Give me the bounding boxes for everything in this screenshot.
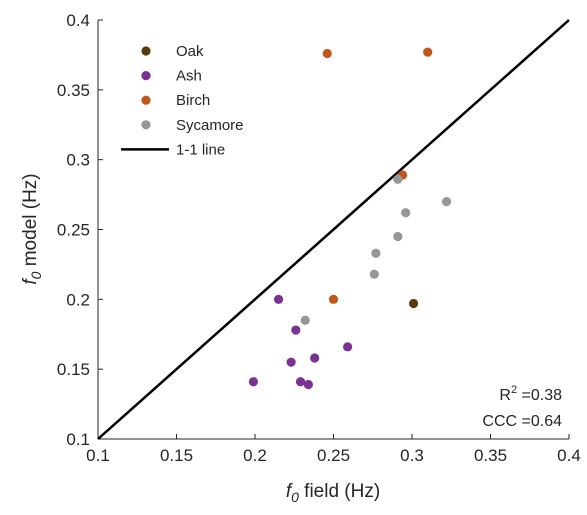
legend-marker-ash — [141, 71, 151, 81]
legend-label-oak: Oak — [176, 43, 204, 60]
x-tick-label: 0.15 — [160, 446, 193, 465]
point-ash — [303, 379, 313, 390]
r-squared-superscript: 2 — [511, 384, 517, 396]
x-axis-label-symbol: f — [286, 481, 293, 502]
point-ash — [291, 325, 301, 335]
x-tick-label: 0.25 — [317, 446, 350, 465]
r-squared-value: =0.38 — [517, 387, 562, 404]
legend-label-birch: Birch — [176, 92, 210, 109]
x-axis-label: f0 field (Hz) — [286, 481, 380, 505]
x-axis-label-subscript: 0 — [291, 489, 299, 505]
y-tick-label: 0.1 — [66, 430, 90, 449]
y-axis-label: f0 model (Hz) — [20, 173, 44, 284]
legend-marker-birch — [141, 95, 151, 105]
x-tick-label: 0.4 — [557, 446, 581, 465]
legend: Oak Ash Birch Sycamore 1-1 line — [121, 43, 244, 158]
point-ash — [273, 294, 284, 304]
reference-line-1-1 — [97, 19, 570, 440]
x-tick-label: 0.1 — [86, 446, 110, 465]
y-tick-label: 0.4 — [66, 11, 90, 30]
y-tick-label: 0.25 — [57, 221, 90, 240]
point-oak — [408, 298, 419, 309]
point-ash — [310, 353, 320, 363]
x-tick-label: 0.3 — [400, 446, 424, 465]
point-sycamore — [371, 248, 381, 258]
point-sycamore — [441, 196, 452, 207]
point-birch — [423, 47, 433, 57]
y-tick-label: 0.2 — [66, 290, 90, 309]
legend-label-sycamore: Sycamore — [176, 117, 244, 134]
y-ticks: 0.1 0.15 0.2 0.25 0.3 0.35 0.4 — [57, 11, 103, 449]
x-tick-label: 0.35 — [474, 446, 507, 465]
point-sycamore — [401, 208, 411, 218]
y-axis-label-symbol: f — [20, 278, 41, 285]
y-tick-label: 0.15 — [57, 360, 90, 379]
point-birch — [322, 48, 332, 59]
point-sycamore — [393, 174, 403, 184]
x-tick-label: 0.2 — [243, 446, 267, 465]
legend-label-ash: Ash — [176, 68, 202, 85]
point-ash — [295, 377, 306, 387]
y-tick-label: 0.3 — [66, 151, 90, 170]
point-sycamore — [300, 315, 310, 325]
reference-line-layer — [97, 19, 570, 440]
x-ticks: 0.1 0.15 0.2 0.25 0.3 0.35 0.4 — [86, 434, 581, 465]
legend-marker-oak — [141, 46, 151, 56]
y-axis-label-subscript: 0 — [28, 271, 44, 279]
point-ash — [286, 357, 296, 367]
legend-marker-sycamore — [141, 120, 151, 130]
r-squared-label: R2 =0.38 — [499, 384, 562, 404]
legend-label-1-1-line: 1-1 line — [176, 141, 225, 158]
point-sycamore — [369, 269, 379, 279]
points-layer — [248, 47, 452, 390]
point-ash — [248, 377, 259, 387]
ccc-label: CCC =0.64 — [482, 413, 562, 430]
point-ash — [343, 342, 353, 352]
x-axis-label-text: field (Hz) — [299, 481, 380, 502]
y-axis-label-text: model (Hz) — [20, 173, 41, 271]
y-tick-label: 0.35 — [57, 81, 90, 100]
point-sycamore — [393, 231, 403, 242]
point-birch — [328, 294, 339, 304]
r-squared-symbol: R — [499, 387, 511, 404]
